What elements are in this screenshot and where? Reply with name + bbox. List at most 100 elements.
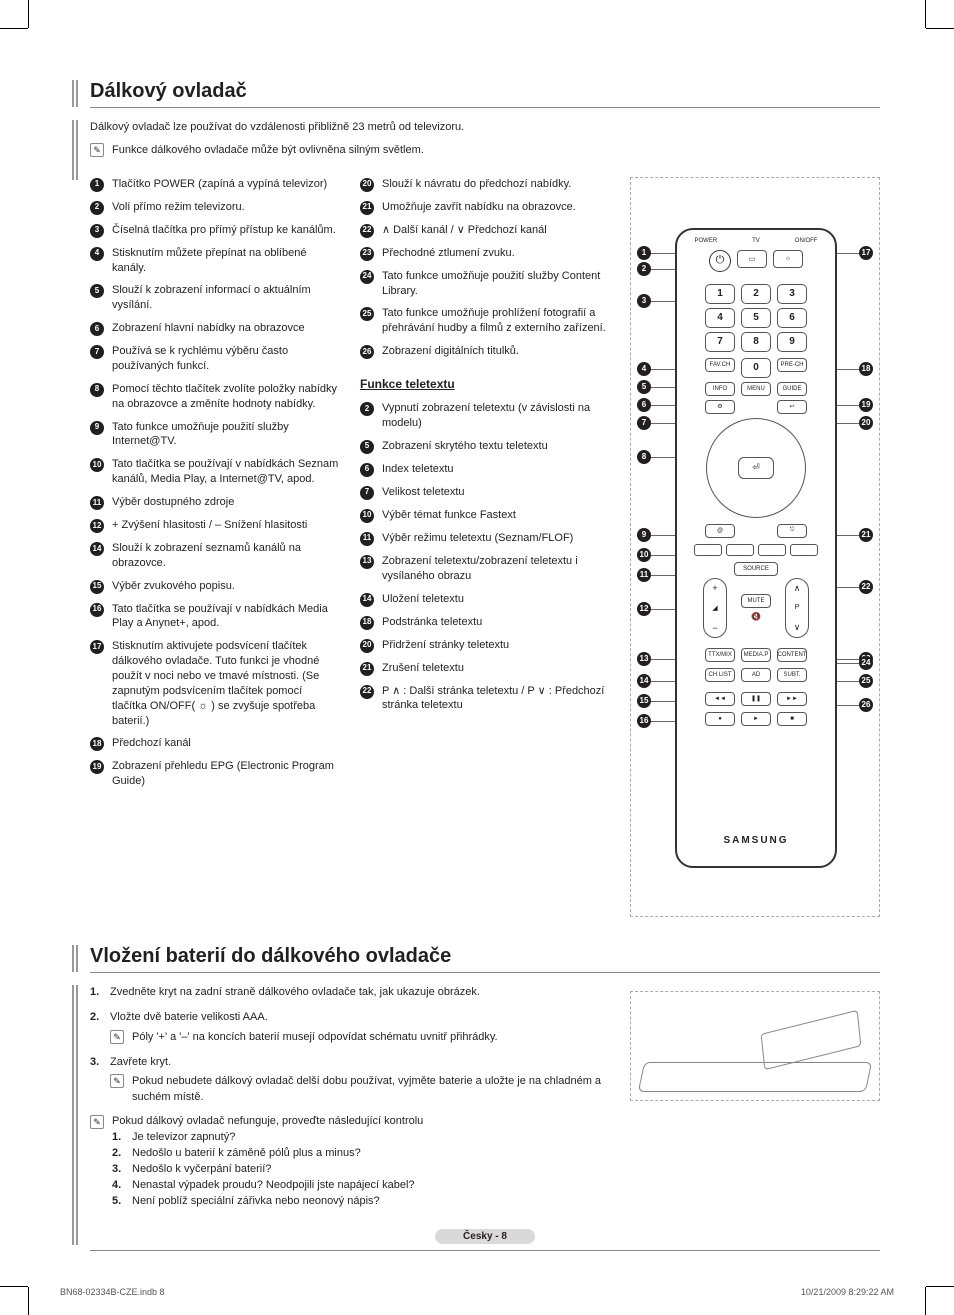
- callout-badge: 21: [859, 528, 873, 542]
- callout-badge: 7: [637, 416, 651, 430]
- mute-icon: 🔇: [751, 612, 761, 621]
- number-badge: 8: [90, 383, 104, 397]
- list-item: 3Číselná tlačítka pro přímý přístup ke k…: [90, 223, 340, 238]
- crop-mark: [925, 0, 926, 28]
- leader-line: [651, 609, 675, 610]
- item-text: Pomocí těchto tlačítek zvolíte položky n…: [112, 382, 340, 412]
- callout-badge: 12: [637, 602, 651, 616]
- number-badge: 13: [360, 555, 374, 569]
- item-text: Tato funkce umožňuje použití služby Inte…: [112, 420, 340, 450]
- green-button: [726, 544, 754, 556]
- list-item: 26Zobrazení digitálních titulků.: [360, 344, 610, 359]
- crop-mark: [28, 1287, 29, 1315]
- callout-badge: 15: [637, 694, 651, 708]
- number-badge: 10: [90, 458, 104, 472]
- note-icon: ✎: [90, 143, 104, 157]
- number-badge: 24: [360, 270, 374, 284]
- battery-illustration: [630, 991, 880, 1101]
- number-badge: 11: [360, 532, 374, 546]
- item-text: Slouží k zobrazení informací o aktuálním…: [112, 283, 340, 313]
- item-text: ∧ Další kanál / ∨ Předchozí kanál: [382, 223, 610, 238]
- section2-title: Vložení baterií do dálkového ovladače: [90, 945, 880, 973]
- internet-button: @: [705, 524, 735, 538]
- item-text: Tato funkce umožňuje použití služby Cont…: [382, 269, 610, 299]
- callout-badge: 22: [859, 580, 873, 594]
- crop-mark: [0, 28, 28, 29]
- power-label: POWER: [694, 238, 717, 244]
- list-item: 21Umožňuje zavřít nabídku na obrazovce.: [360, 200, 610, 215]
- crop-mark: [0, 1286, 28, 1287]
- exit-button: ⎋: [777, 524, 807, 538]
- number-badge: 4: [90, 247, 104, 261]
- list-item: 2Vypnutí zobrazení teletextu (v závislos…: [360, 401, 610, 431]
- item-text: Tlačítko POWER (zapíná a vypíná televizo…: [112, 177, 340, 192]
- callout-badge: 18: [859, 362, 873, 376]
- callout-badge: 4: [637, 362, 651, 376]
- number-badge: 18: [360, 616, 374, 630]
- num-5: 5: [741, 308, 771, 328]
- item-text: P ∧ : Další stránka teletextu / P ∨ : Př…: [382, 684, 610, 714]
- item-text: Předchozí kanál: [112, 736, 340, 751]
- callout-badge: 24: [859, 656, 873, 670]
- number-badge: 23: [360, 247, 374, 261]
- list-item: 24 Tato funkce umožňuje použití služby Co…: [360, 269, 610, 299]
- leader-line: [651, 721, 675, 722]
- item-text: Zobrazení skrytého textu teletextu: [382, 439, 610, 454]
- list-item: 20 Přidržení stránky teletextu: [360, 638, 610, 653]
- onoff-button: ☼: [773, 250, 803, 268]
- item-text: Zrušení teletextu: [382, 661, 610, 676]
- number-badge: 16: [90, 603, 104, 617]
- leader-line: [651, 575, 675, 576]
- list-item: 18Předchozí kanál: [90, 736, 340, 751]
- number-badge: 21: [360, 662, 374, 676]
- guide-button: GUIDE: [777, 382, 807, 396]
- remote-body: POWER TV ON/OFF ⏻ ▭ ☼ 123 456 789 FAV.CH: [675, 228, 837, 868]
- step-note: Pokud nebudete dálkový ovladač delší dob…: [132, 1074, 610, 1105]
- item-text: Umožňuje zavřít nabídku na obrazovce.: [382, 200, 610, 215]
- number-badge: 25: [360, 307, 374, 321]
- number-badge: 26: [360, 345, 374, 359]
- intro-text: Dálkový ovladač lze používat do vzdáleno…: [90, 121, 464, 133]
- leader-line: [651, 387, 675, 388]
- p-label: P: [795, 604, 800, 611]
- number-badge: 14: [90, 542, 104, 556]
- leader-line: [835, 423, 859, 424]
- troubleshoot-item: Nenastal výpadek proudu? Neodpojili jste…: [112, 1179, 610, 1191]
- leader-line: [835, 369, 859, 370]
- note-icon: ✎: [110, 1030, 124, 1044]
- number-badge: 17: [90, 640, 104, 654]
- item-text: Velikost teletextu: [382, 485, 610, 500]
- leader-line: [651, 269, 675, 270]
- callout-badge: 8: [637, 450, 651, 464]
- item-text: Volí přímo režim televizoru.: [112, 200, 340, 215]
- item-text: Tato tlačítka se používají v nabídkách M…: [112, 602, 340, 632]
- item-text: Přidržení stránky teletextu: [382, 638, 610, 653]
- info-button: INFO: [705, 382, 735, 396]
- item-text: Tato tlačítka se používají v nabídkách S…: [112, 457, 340, 487]
- step-text: Vložte dvě baterie velikosti AAA.: [110, 1010, 610, 1025]
- number-badge: 20: [360, 639, 374, 653]
- list-item: 11Výběr režimu teletextu (Seznam/FLOF): [360, 531, 610, 546]
- title-side-bar: [72, 945, 78, 972]
- item-text: Tato funkce umožňuje prohlížení fotograf…: [382, 306, 610, 336]
- list-item: 25 Tato funkce umožňuje prohlížení fotogr…: [360, 306, 610, 336]
- troubleshoot-intro: Pokud dálkový ovladač nefunguje, proveďt…: [112, 1115, 423, 1127]
- onoff-label: ON/OFF: [795, 238, 818, 244]
- number-badge: 15: [90, 580, 104, 594]
- crop-mark: [926, 28, 954, 29]
- list-item: 14Uložení teletextu: [360, 592, 610, 607]
- list-item: 14Slouží k zobrazení seznamů kanálů na o…: [90, 541, 340, 571]
- leader-line: [651, 253, 675, 254]
- number-badge: 19: [90, 760, 104, 774]
- title-side-bar: [72, 80, 78, 107]
- tools-button: ⚙: [705, 400, 735, 414]
- list-item: 6Zobrazení hlavní nabídky na obrazovce: [90, 321, 340, 336]
- number-badge: 12: [90, 519, 104, 533]
- leader-line: [651, 701, 675, 702]
- crop-mark: [28, 0, 29, 28]
- battery-compartment: [638, 1062, 872, 1092]
- item-text: Zobrazení teletextu/zobrazení teletextu …: [382, 554, 610, 584]
- number-badge: 22: [360, 685, 374, 699]
- tv-label: TV: [752, 238, 760, 244]
- intro-note: Funkce dálkového ovladače může být ovliv…: [112, 143, 424, 158]
